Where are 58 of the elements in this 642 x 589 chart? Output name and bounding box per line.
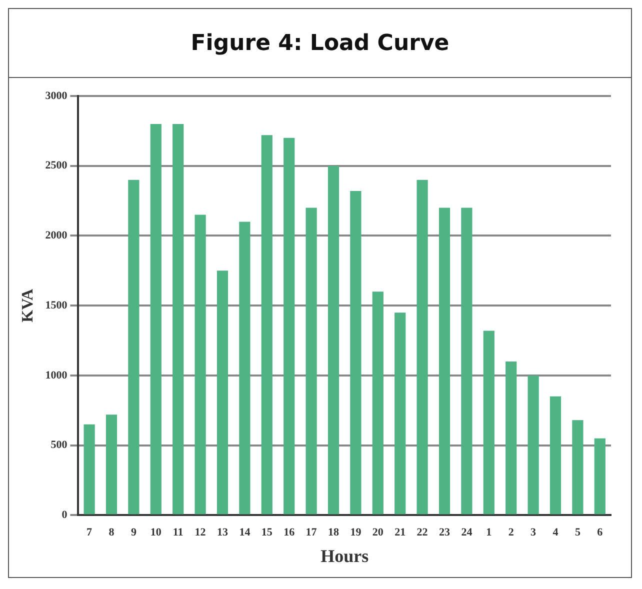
bar: [239, 222, 250, 514]
y-tick-label: 3000: [45, 90, 68, 102]
chart-title: Figure 4: Load Curve: [9, 9, 631, 78]
x-tick-label: 7: [86, 526, 93, 539]
bar: [572, 420, 584, 514]
bar: [350, 191, 362, 514]
bar: [394, 312, 406, 514]
x-tick-label: 20: [372, 526, 384, 539]
x-tick-label: 10: [150, 526, 162, 539]
bar: [461, 208, 472, 514]
x-tick-label: 5: [574, 526, 581, 539]
bar: [172, 124, 184, 514]
bar: [594, 438, 606, 514]
y-tick-label: 1000: [45, 369, 68, 382]
bar: [416, 180, 428, 514]
bar: [261, 135, 272, 514]
bar: [550, 396, 562, 514]
bar: [328, 166, 340, 514]
x-tick-label: 13: [217, 526, 228, 539]
y-axis-title: KVA: [20, 288, 37, 322]
x-tick-label: 12: [194, 526, 206, 539]
y-tick-label: 1500: [45, 299, 68, 312]
x-tick-label: 18: [328, 526, 340, 539]
bar: [284, 138, 295, 514]
bar: [106, 414, 118, 514]
bar: [306, 208, 317, 514]
bar: [506, 361, 517, 514]
bar: [84, 424, 95, 514]
x-axis-title: Hours: [320, 546, 369, 566]
x-tick-label: 24: [461, 526, 473, 539]
y-tick-label: 0: [62, 509, 68, 522]
x-tick-label: 21: [394, 526, 406, 539]
x-tick-label: 8: [108, 526, 115, 539]
y-tick-label: 2500: [45, 160, 68, 172]
bar: [194, 214, 206, 514]
x-tick-label: 15: [261, 526, 273, 539]
y-tick-label: 2000: [45, 230, 68, 242]
x-tick-label: 17: [306, 526, 318, 539]
bar: [150, 124, 162, 514]
x-tick-label: 6: [597, 526, 604, 539]
x-tick-label: 19: [350, 526, 362, 539]
bar: [438, 208, 450, 514]
x-tick-label: 1: [486, 526, 492, 539]
bar: [128, 180, 140, 514]
x-tick-label: 4: [552, 526, 559, 539]
bar: [216, 270, 228, 514]
bar: [528, 375, 539, 514]
bar: [372, 292, 384, 514]
x-tick-label: 3: [530, 526, 537, 539]
x-tick-label: 2: [508, 526, 514, 539]
x-tick-label: 11: [172, 526, 184, 539]
x-tick-label: 14: [239, 526, 251, 539]
y-tick-label: 500: [50, 439, 68, 452]
bar: [483, 330, 494, 514]
x-tick-label: 9: [130, 526, 137, 539]
x-tick-label: 23: [439, 526, 450, 539]
x-tick-label: 22: [416, 526, 428, 539]
x-tick-label: 16: [284, 526, 296, 539]
